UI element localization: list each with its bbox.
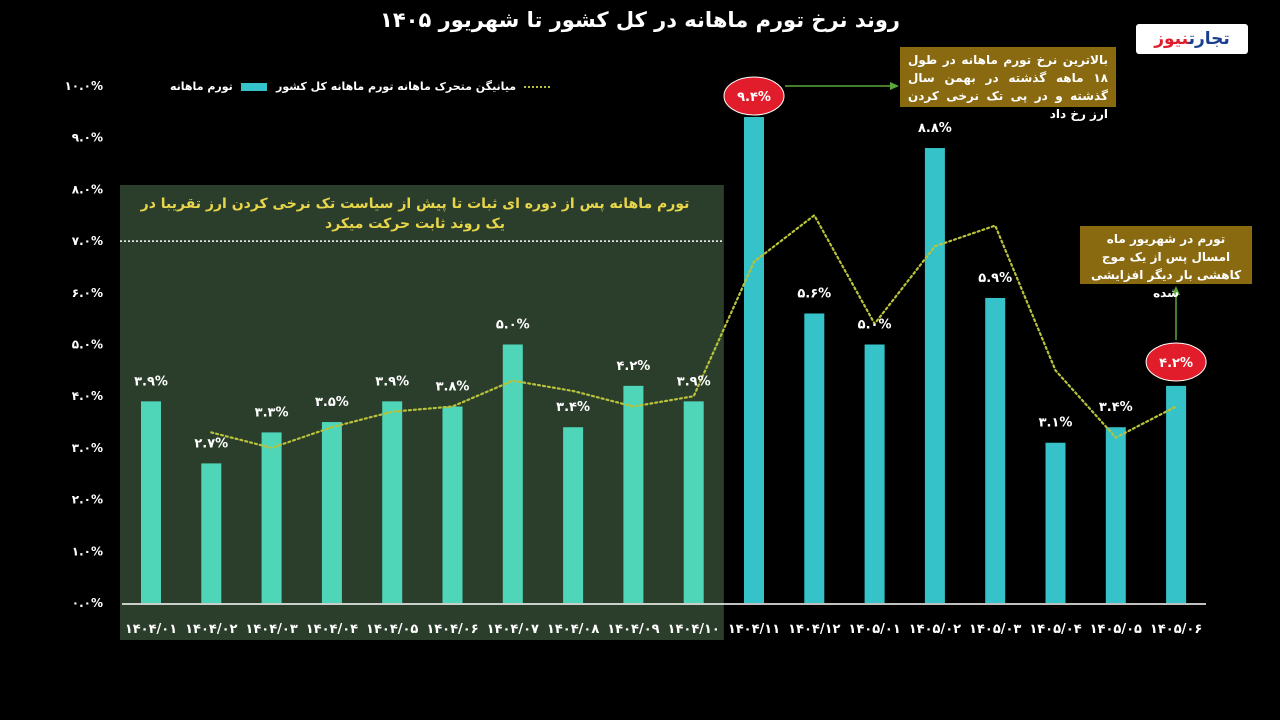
x-tick-label: ۱۴۰۵/۰۴ — [1029, 622, 1081, 637]
bar — [623, 385, 644, 603]
data-label: ۵.۶% — [797, 286, 831, 301]
annotation-highest: بالاترین نرخ تورم ماهانه در طول ۱۸ ماهه … — [900, 47, 1116, 121]
x-tick-label: ۱۴۰۴/۱۱ — [728, 622, 780, 637]
bar — [1105, 427, 1126, 603]
data-label: ۳.۳% — [255, 405, 289, 420]
bar — [442, 406, 463, 603]
legend-bar-swatch — [240, 83, 267, 91]
x-tick-label: ۱۴۰۴/۰۳ — [245, 622, 297, 637]
y-tick-label: ۳.۰% — [72, 441, 103, 455]
data-label: ۳.۵% — [315, 395, 349, 410]
bar — [1045, 442, 1066, 603]
y-tick-label: ۰.۰% — [72, 596, 103, 610]
x-tick-label: ۱۴۰۵/۰۳ — [969, 622, 1021, 637]
y-tick-label: ۱۰.۰% — [64, 79, 103, 93]
bar — [563, 427, 584, 603]
x-tick-label: ۱۴۰۵/۰۲ — [909, 622, 961, 637]
bar — [744, 117, 764, 604]
legend-bars: تورم ماهانه — [170, 80, 267, 93]
highlight-badge — [723, 76, 785, 116]
x-tick-label: ۱۴۰۴/۱۰ — [668, 622, 720, 637]
data-label: ۵.۹% — [978, 271, 1012, 286]
x-tick-label: ۱۴۰۴/۰۸ — [547, 622, 599, 637]
x-tick-label: ۱۴۰۴/۱۲ — [788, 622, 840, 637]
data-label: ۳.۸% — [436, 380, 470, 395]
data-label: ۸.۸% — [918, 121, 952, 136]
data-label: ۴.۲% — [616, 359, 650, 374]
bar — [1166, 385, 1187, 603]
bar — [864, 344, 885, 603]
bar — [502, 344, 523, 603]
moving-average-line — [210, 213, 1178, 450]
highlight-badge — [1145, 342, 1207, 382]
data-label: ۳.۴% — [1099, 400, 1133, 415]
data-label: ۴.۲% — [1159, 356, 1193, 371]
arrow-head — [890, 82, 899, 90]
y-tick-label: ۱.۰% — [72, 544, 103, 558]
data-label: ۳.۹% — [677, 374, 711, 389]
x-tick-label: ۱۴۰۴/۰۷ — [487, 622, 539, 637]
y-tick-label: ۶.۰% — [72, 286, 103, 300]
x-tick-label: ۱۴۰۴/۰۵ — [366, 622, 418, 637]
data-label: ۳.۹% — [375, 374, 409, 389]
data-label: ۳.۴% — [556, 400, 590, 415]
bar — [382, 401, 403, 603]
bar — [683, 401, 704, 603]
x-tick-label: ۱۴۰۴/۰۲ — [185, 622, 237, 637]
bar — [141, 401, 161, 603]
x-tick-label: ۱۴۰۵/۰۵ — [1090, 622, 1142, 637]
data-label: ۳.۱% — [1039, 416, 1073, 431]
x-tick-label: ۱۴۰۴/۰۴ — [306, 622, 358, 637]
x-tick-label: ۱۴۰۵/۰۱ — [848, 622, 900, 637]
bar — [261, 432, 282, 603]
y-tick-label: ۵.۰% — [72, 338, 103, 352]
data-label: ۵.۰% — [858, 318, 892, 333]
y-tick-label: ۲.۰% — [72, 493, 103, 507]
legend-line: میانیگن متحرک ماهانه تورم ماهانه کل کشور — [276, 80, 551, 93]
bar — [201, 463, 222, 603]
bar — [804, 313, 825, 603]
annotation-stable-period: تورم ماهانه پس از دوره ای ثبات تا پیش از… — [140, 196, 690, 232]
x-tick-label: ۱۴۰۴/۰۹ — [607, 622, 659, 637]
data-label: ۵.۰% — [496, 318, 530, 333]
data-label: ۹.۴% — [737, 90, 771, 105]
arrow-head — [1172, 286, 1180, 295]
y-tick-label: ۴.۰% — [72, 389, 103, 403]
data-label: ۳.۹% — [134, 374, 168, 389]
x-tick-label: ۱۴۰۴/۰۱ — [125, 622, 177, 637]
bar — [321, 422, 342, 603]
bar — [924, 148, 945, 604]
x-tick-label: ۱۴۰۴/۰۶ — [426, 622, 478, 637]
y-tick-label: ۸.۰% — [72, 182, 103, 196]
data-label: ۲.۷% — [194, 436, 228, 451]
y-tick-label: ۷.۰% — [72, 234, 103, 248]
x-tick-label: ۱۴۰۵/۰۶ — [1150, 622, 1202, 637]
legend-line-swatch — [524, 86, 551, 88]
chart-title: روند نرخ تورم ماهانه در کل کشور تا شهریو… — [380, 8, 900, 32]
annotation-latest: تورم در شهریور ماه امسال پس از یک موج کا… — [1080, 226, 1252, 300]
y-tick-label: ۹.۰% — [72, 131, 103, 145]
brand-logo: تجارتنیوز — [1136, 24, 1248, 54]
bar — [985, 297, 1006, 603]
